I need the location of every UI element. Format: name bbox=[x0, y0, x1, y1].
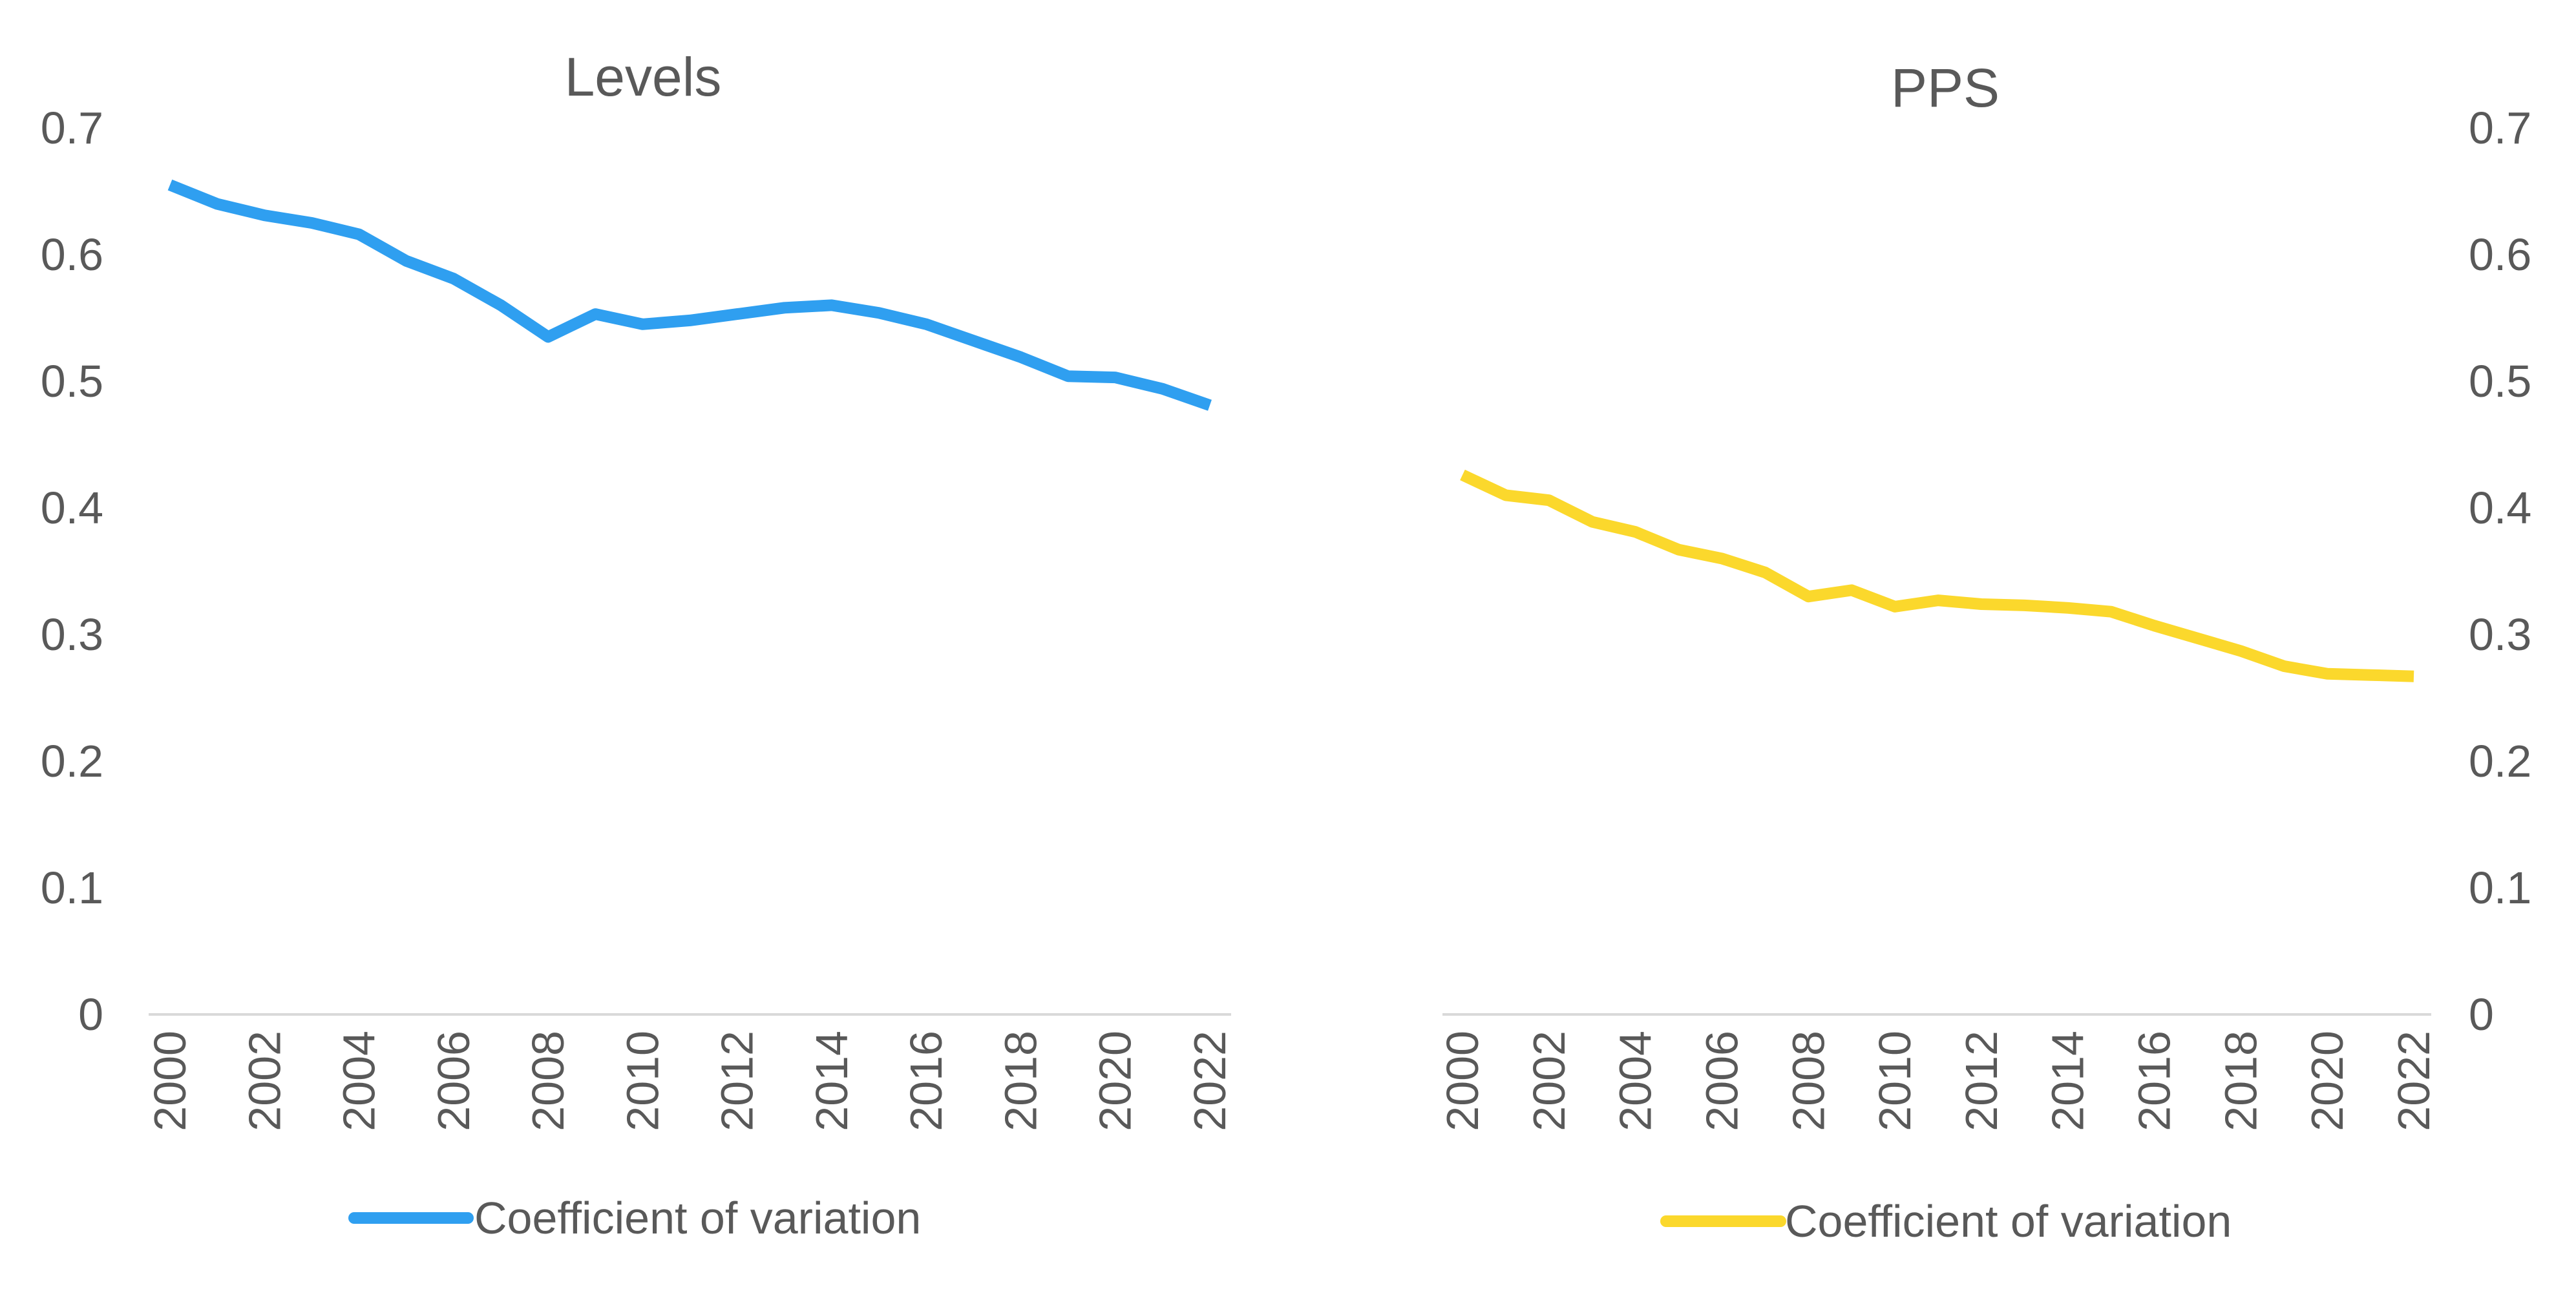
y-tick-label: 0.5 bbox=[41, 356, 103, 406]
y-tick-label: 0.1 bbox=[41, 863, 103, 913]
x-tick-label: 2020 bbox=[1090, 1031, 1141, 1131]
x-tick-label: 2006 bbox=[428, 1031, 479, 1131]
x-tick-label: 2004 bbox=[1610, 1031, 1661, 1131]
x-tick-label: 2008 bbox=[1783, 1031, 1833, 1131]
x-tick-label: 2004 bbox=[334, 1031, 385, 1131]
panel-levels: Levels 0 0.1 0.2 0.3 0.4 0.5 0.6 0.7 2000 2002 2004… bbox=[41, 47, 1235, 1243]
x-tick-label: 2002 bbox=[239, 1031, 290, 1131]
x-tick-label: 2016 bbox=[2129, 1031, 2180, 1131]
y-tick-label: 0.7 bbox=[41, 103, 103, 153]
x-tick-label: 2012 bbox=[712, 1031, 763, 1131]
y-tick-label: 0.4 bbox=[2469, 483, 2531, 533]
x-tick-label: 2022 bbox=[1185, 1031, 1235, 1131]
x-tick-label: 2014 bbox=[2043, 1031, 2093, 1131]
y-tick-label: 0.4 bbox=[41, 483, 103, 533]
x-tick-label: 2018 bbox=[2215, 1031, 2266, 1131]
panel-pps: PPS 0 0.1 0.2 0.3 0.4 0.5 0.6 0.7 2000 2002 2004 200… bbox=[1437, 58, 2531, 1246]
y-tick-label: 0.2 bbox=[2469, 736, 2531, 786]
y-tick-label: 0.6 bbox=[41, 229, 103, 280]
x-tick-label: 2018 bbox=[995, 1031, 1046, 1131]
y-tick-label: 0.3 bbox=[41, 609, 103, 660]
y-tick-label: 0.5 bbox=[2469, 356, 2531, 406]
x-tick-label: 2012 bbox=[1956, 1031, 2007, 1131]
x-tick-label: 2000 bbox=[1437, 1031, 1488, 1131]
x-tick-label: 2020 bbox=[2302, 1031, 2352, 1131]
chart-title: Levels bbox=[565, 47, 722, 107]
series-line-coefficient-of-variation bbox=[167, 179, 1212, 411]
chart-title: PPS bbox=[1891, 58, 2000, 118]
x-tick-label: 2022 bbox=[2389, 1031, 2439, 1131]
x-tick-label: 2000 bbox=[145, 1031, 195, 1131]
legend-label: Coefficient of variation bbox=[1785, 1196, 2232, 1246]
legend-label: Coefficient of variation bbox=[474, 1193, 921, 1243]
x-tick-label: 2014 bbox=[807, 1031, 857, 1131]
y-tick-label: 0.2 bbox=[41, 736, 103, 786]
x-tick-label: 2010 bbox=[617, 1031, 668, 1131]
x-tick-label: 2010 bbox=[1870, 1031, 1920, 1131]
y-tick-label: 0.1 bbox=[2469, 863, 2531, 913]
x-tick-label: 2006 bbox=[1696, 1031, 1747, 1131]
x-tick-label: 2008 bbox=[523, 1031, 573, 1131]
x-tick-label: 2016 bbox=[901, 1031, 951, 1131]
y-tick-label: 0.7 bbox=[2469, 103, 2531, 153]
y-tick-label: 0 bbox=[78, 989, 103, 1040]
y-tick-label: 0.6 bbox=[2469, 229, 2531, 280]
y-tick-label: 0 bbox=[2469, 989, 2494, 1040]
x-tick-label: 2002 bbox=[1524, 1031, 1574, 1131]
y-tick-label: 0.3 bbox=[2469, 609, 2531, 660]
series-line-coefficient-of-variation bbox=[1460, 469, 2414, 682]
